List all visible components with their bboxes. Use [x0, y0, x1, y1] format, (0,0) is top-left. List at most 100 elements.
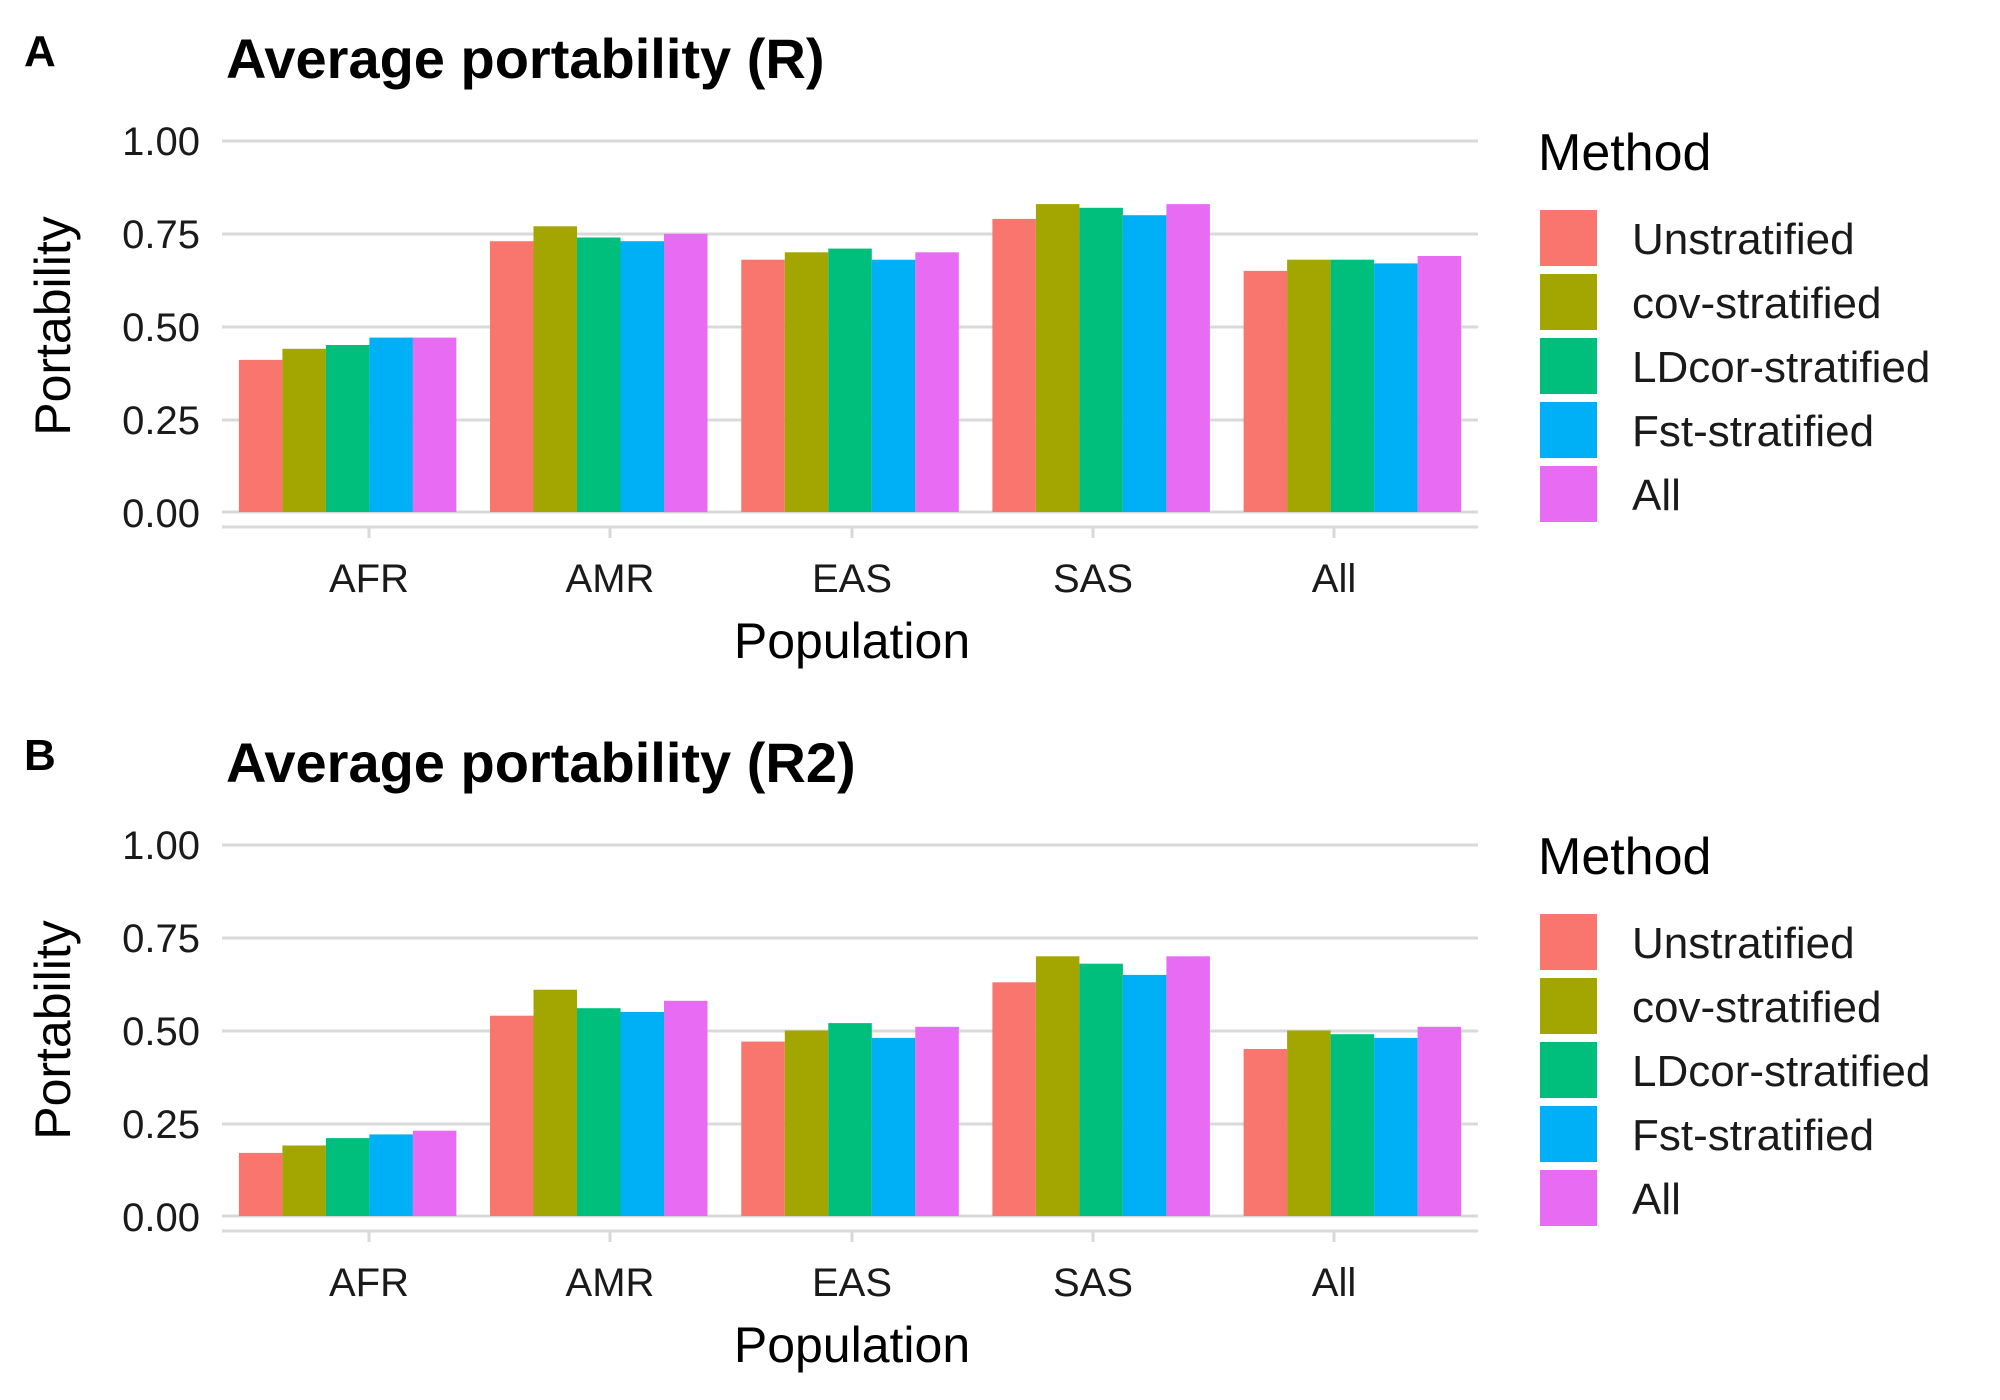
bar: [1079, 963, 1123, 1216]
legend-swatch: [1540, 914, 1597, 970]
bar: [741, 1041, 785, 1216]
x-axis-title: Population: [734, 613, 970, 669]
legend-swatch: [1540, 210, 1597, 266]
bar: [1122, 974, 1167, 1216]
bar: [992, 982, 1036, 1216]
bar: [664, 1000, 708, 1216]
bars: [238, 956, 1462, 1216]
bar: [992, 218, 1036, 512]
legend-swatch: [1540, 274, 1597, 330]
legend-swatch: [1540, 978, 1597, 1034]
y-tick-label: 0.50: [122, 306, 200, 350]
legend-label: Unstratified: [1632, 215, 1855, 264]
bar: [238, 1152, 283, 1216]
bar: [1417, 1026, 1462, 1216]
legend-swatch: [1540, 1106, 1597, 1162]
legend-label: LDcor-stratified: [1632, 1047, 1930, 1096]
bar: [238, 359, 283, 512]
bar: [412, 337, 457, 512]
bar: [1079, 207, 1123, 513]
bar: [1166, 204, 1210, 512]
y-tick-label: 0.00: [122, 492, 200, 536]
bar: [412, 1130, 457, 1216]
x-tick-label: AMR: [566, 1261, 655, 1305]
bar: [1243, 1049, 1288, 1216]
legend-label: Fst-stratified: [1632, 1111, 1874, 1160]
bar: [1374, 1037, 1418, 1216]
legend-label: LDcor-stratified: [1632, 343, 1930, 392]
x-tick-label: AFR: [329, 1261, 409, 1305]
bar: [741, 259, 785, 512]
bar: [1287, 1030, 1331, 1216]
chart-title: Average portability (R2): [226, 731, 856, 794]
bars: [238, 204, 1462, 513]
bar: [1287, 259, 1331, 512]
panel-label: B: [24, 731, 56, 780]
legend-swatch: [1540, 466, 1597, 522]
bar: [915, 1026, 959, 1216]
bar: [1035, 956, 1080, 1216]
x-tick-label: All: [1312, 557, 1356, 601]
x-axis-title: Population: [734, 1317, 970, 1373]
bar: [282, 1145, 326, 1216]
x-tick-label: SAS: [1053, 557, 1133, 601]
bar: [1417, 256, 1462, 512]
panel-a: A Average portability (R) 1.00 0.75 0.50…: [24, 27, 1930, 669]
legend-label: Unstratified: [1632, 919, 1855, 968]
x-tick-label: AFR: [329, 557, 409, 601]
y-tick-label: 1.00: [122, 120, 200, 164]
legend-label: cov-stratified: [1632, 983, 1881, 1032]
bar: [664, 233, 708, 513]
legend-title: Method: [1538, 124, 1711, 182]
x-tick-label: AMR: [566, 557, 655, 601]
legend-label: cov-stratified: [1632, 279, 1881, 328]
bar: [1035, 204, 1080, 512]
bar: [784, 252, 829, 513]
legend-label: Fst-stratified: [1632, 407, 1874, 456]
legend: Method Unstratified cov-stratified LDcor…: [1538, 124, 1930, 522]
bar: [1243, 270, 1288, 512]
bar: [1330, 1034, 1375, 1216]
x-axis: AFR AMR EAS SAS All Population: [222, 525, 1478, 669]
y-tick-label: 0.25: [122, 399, 200, 443]
x-tick-label: EAS: [812, 557, 892, 601]
bar: [533, 989, 577, 1216]
y-axis-title: Portability: [25, 216, 81, 436]
bar: [533, 226, 577, 513]
y-axis-title: Portability: [25, 920, 81, 1140]
chart-title: Average portability (R): [226, 27, 824, 90]
bar: [1166, 956, 1210, 1216]
bar: [577, 1008, 621, 1216]
bar: [915, 252, 959, 513]
bar: [828, 248, 872, 512]
y-tick-label: 0.50: [122, 1010, 200, 1054]
bar: [828, 1023, 872, 1216]
bar: [620, 241, 664, 512]
legend-label: All: [1632, 471, 1681, 520]
bar: [1122, 215, 1167, 512]
y-tick-label: 0.75: [122, 213, 200, 257]
bar: [1374, 263, 1418, 512]
bar: [1330, 259, 1375, 512]
bar: [325, 345, 370, 512]
bar: [784, 1030, 829, 1216]
legend: Method Unstratified cov-stratified LDcor…: [1538, 828, 1930, 1226]
legend-swatch: [1540, 1170, 1597, 1226]
y-tick-label: 0.00: [122, 1196, 200, 1240]
legend-title: Method: [1538, 828, 1711, 886]
panel-label: A: [24, 27, 56, 76]
y-tick-label: 0.25: [122, 1103, 200, 1147]
panel-b: B Average portability (R2) 1.00 0.75 0.5…: [24, 731, 1930, 1373]
legend-swatch: [1540, 1042, 1597, 1098]
bar: [577, 237, 621, 512]
x-axis: AFR AMR EAS SAS All Population: [222, 1229, 1478, 1373]
bar: [369, 1134, 413, 1216]
bar: [490, 1015, 534, 1216]
bar: [871, 259, 916, 512]
legend-label: All: [1632, 1175, 1681, 1224]
bar: [369, 337, 413, 512]
bar: [490, 241, 534, 512]
y-tick-label: 1.00: [122, 824, 200, 868]
bar: [620, 1011, 664, 1216]
